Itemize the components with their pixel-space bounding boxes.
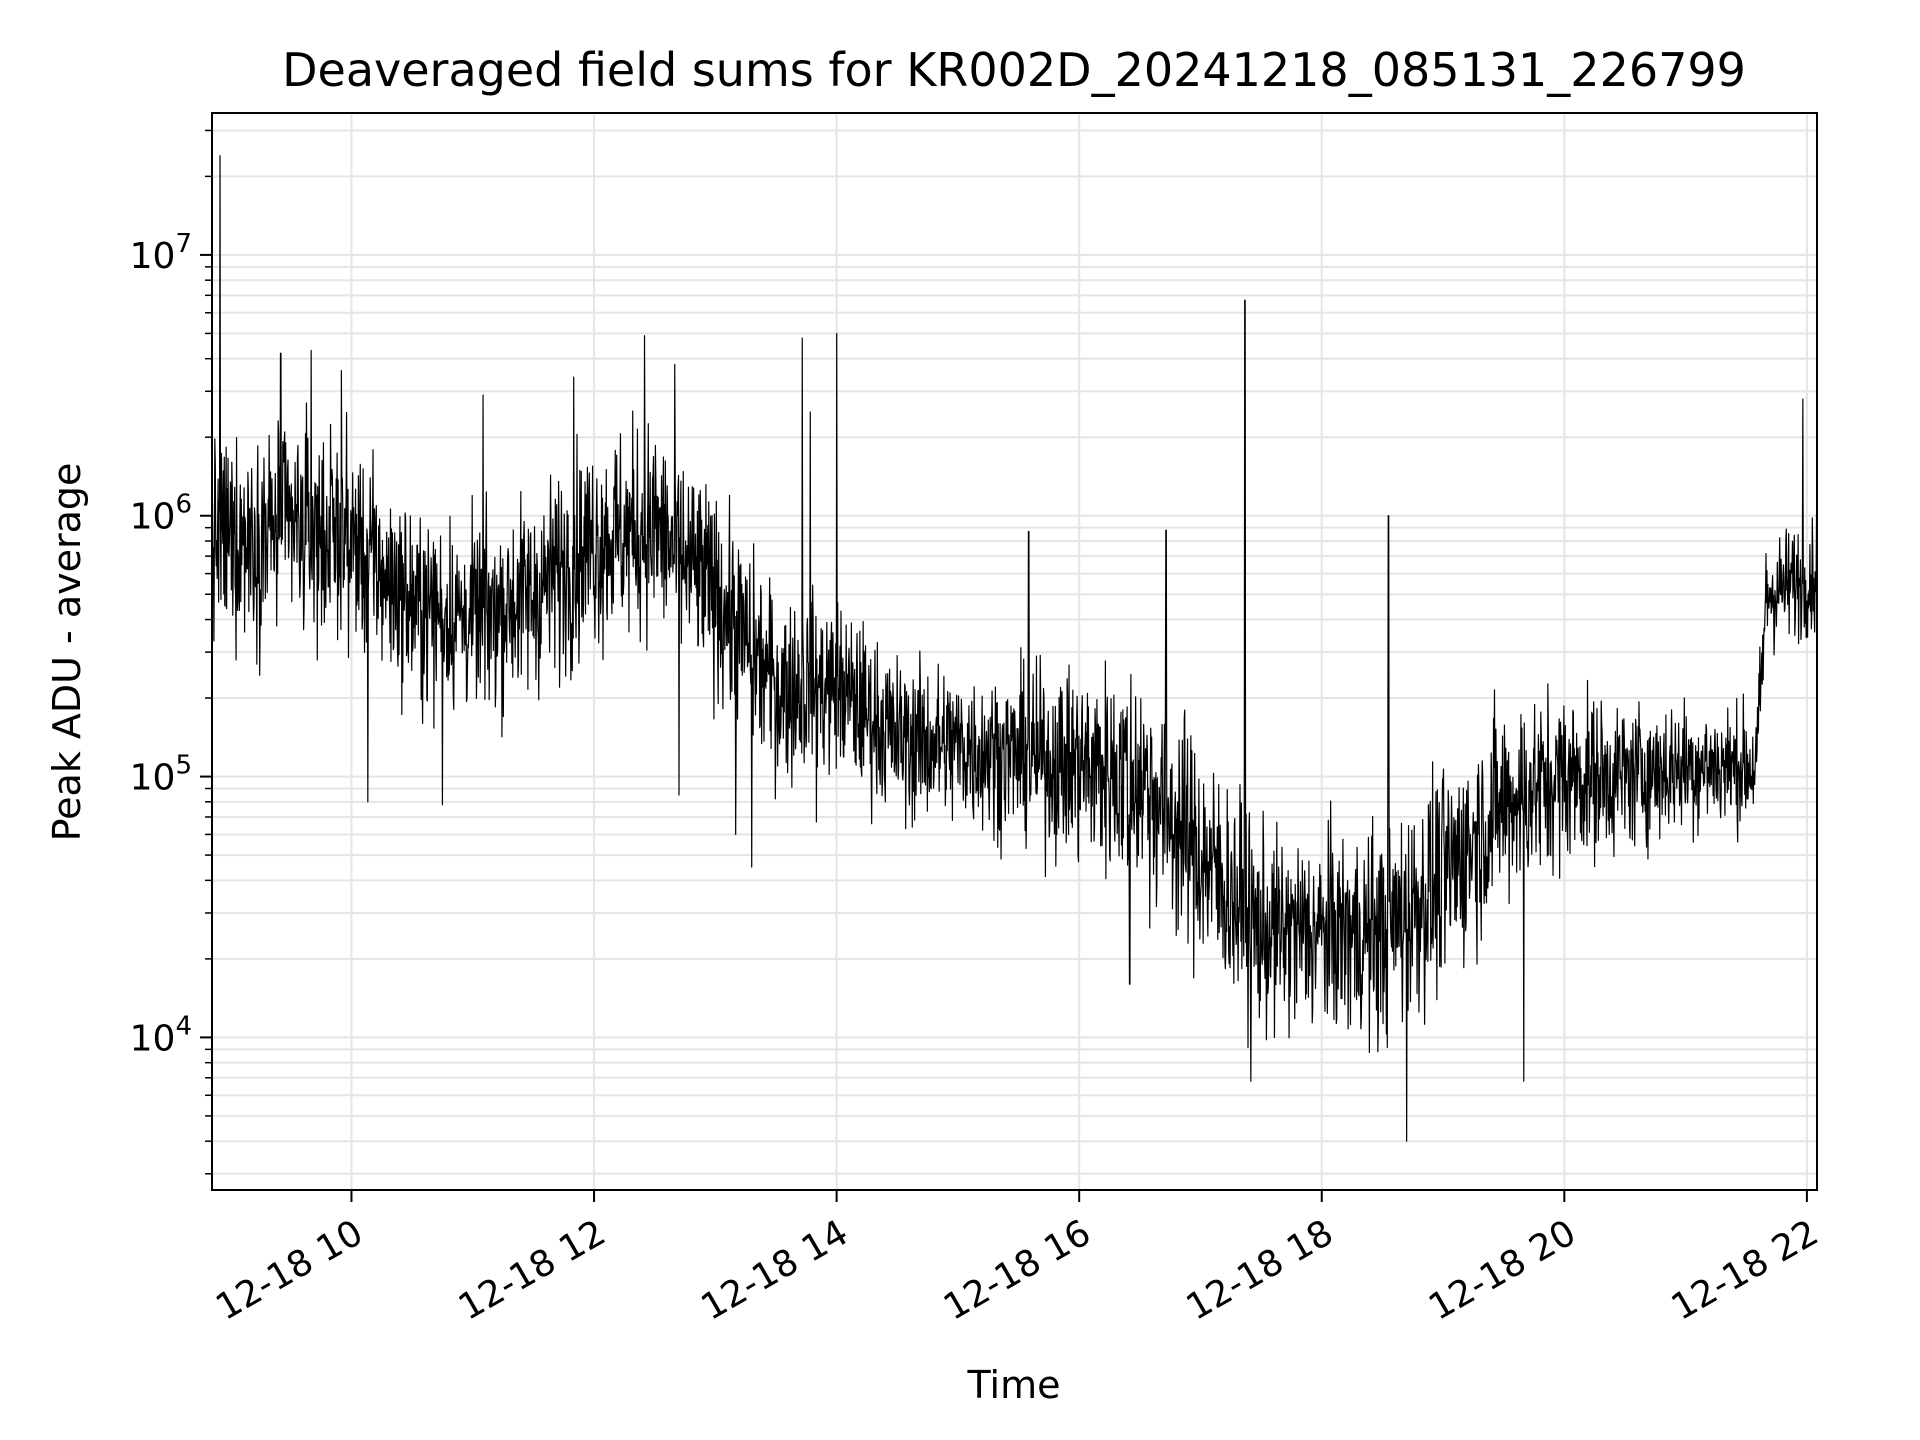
x-axis-label: Time: [967, 1363, 1061, 1407]
y-tick-label: 104: [130, 1011, 192, 1059]
series-line: [211, 155, 1818, 1142]
y-tick-label: 107: [130, 229, 192, 277]
series-polyline: [211, 155, 1818, 1142]
y-tick-label: 105: [130, 751, 192, 799]
chart-title: Deaveraged field sums for KR002D_2024121…: [282, 43, 1746, 97]
y-tick-label: 106: [130, 490, 192, 538]
y-axis-label: Peak ADU - average: [45, 463, 89, 842]
y-axis-ticks: 104 105 106 107: [130, 129, 212, 1175]
